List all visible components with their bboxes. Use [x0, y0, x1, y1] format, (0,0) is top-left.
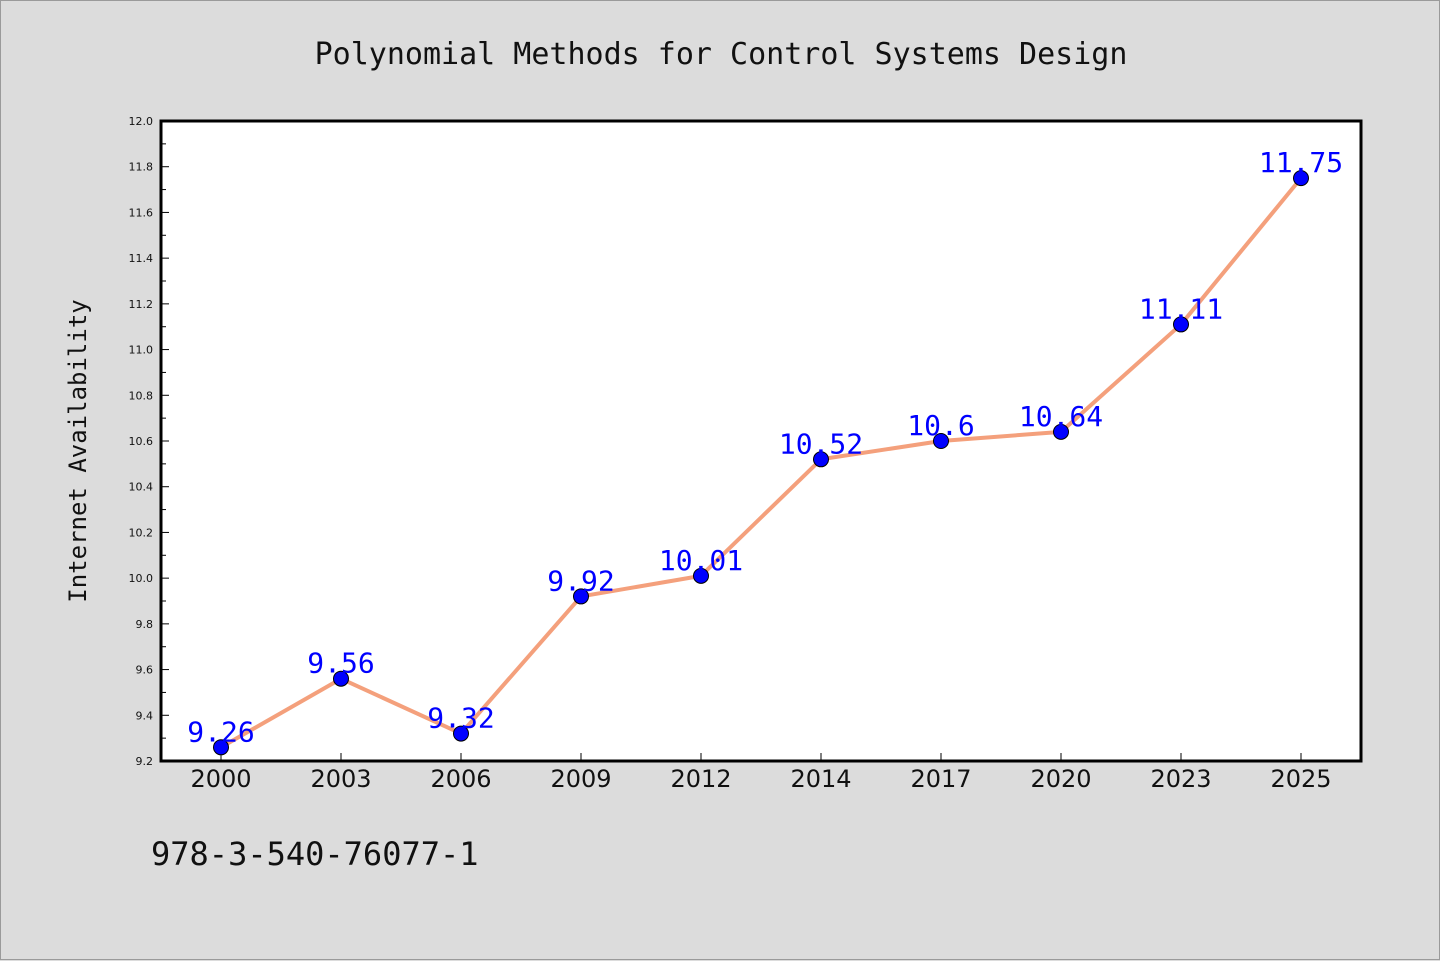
data-point: [213, 739, 229, 756]
plot-area: [159, 119, 1363, 763]
data-label: 9.26: [187, 715, 254, 748]
data-label: 10.01: [659, 544, 743, 577]
data-label: 10.64: [1019, 400, 1103, 433]
x-axis-ticks: 2000 2003 2006 2009 2012 2014 2017 2020 2023 2025: [190, 753, 1332, 793]
y-tick-label: 9.8: [136, 618, 154, 631]
data-point: [813, 451, 829, 468]
data-label: 9.32: [427, 702, 494, 735]
y-tick-label: 11.2: [129, 298, 154, 311]
data-point: [693, 567, 709, 584]
data-label: 10.52: [779, 427, 863, 460]
data-point: [933, 433, 949, 449]
y-tick-label: 10.6: [129, 435, 154, 448]
x-tick-label: 2017: [910, 765, 971, 793]
isbn-footer: 978-3-540-76077-1: [151, 835, 479, 873]
y-tick-label: 11.4: [129, 252, 154, 265]
data-point: [573, 588, 589, 605]
x-tick-label: 2014: [790, 765, 851, 793]
y-tick-label: 9.6: [136, 664, 154, 677]
y-tick-label: 12.0: [129, 115, 154, 128]
x-tick-label: 2020: [1030, 765, 1091, 793]
y-tick-label: 11.0: [129, 344, 154, 357]
series-group: 9.26 9.56 9.32 9.92 10.01 10.52 10.6 10.64 11.11…: [187, 146, 1343, 756]
y-tick-label: 11.6: [129, 206, 154, 219]
data-point: [1053, 423, 1069, 440]
x-tick-label: 2025: [1270, 765, 1331, 793]
data-point: [453, 725, 469, 742]
series-line: [220, 176, 1303, 750]
y-tick-label: 10.2: [129, 526, 154, 539]
y-axis-label: Internet Availability: [64, 299, 92, 602]
y-axis-ticks: 9.2 9.4 9.6 9.8 10.0 10.2 10.4 10.6 10.8 11.0 11.2…: [129, 115, 169, 768]
data-label: 11.11: [1139, 292, 1223, 325]
x-tick-label: 2003: [310, 765, 371, 793]
y-tick-label: 10.8: [129, 389, 154, 402]
data-point: [1293, 170, 1309, 187]
x-tick-label: 2009: [550, 765, 611, 793]
y-tick-label: 10.4: [129, 481, 154, 494]
x-tick-label: 2023: [1150, 765, 1211, 793]
y-tick-label: 11.8: [129, 161, 154, 174]
data-point: [1173, 316, 1189, 333]
data-label: 9.56: [307, 647, 374, 680]
data-label: 10.6: [907, 409, 974, 442]
data-label: 9.92: [547, 564, 614, 597]
x-tick-label: 2000: [190, 765, 251, 793]
data-point: [333, 670, 349, 687]
y-tick-label: 9.4: [136, 709, 154, 722]
y-tick-label: 9.2: [136, 755, 154, 768]
data-label: 11.75: [1259, 146, 1343, 179]
chart-title: Polynomial Methods for Control Systems D…: [315, 37, 1128, 72]
x-tick-label: 2006: [430, 765, 491, 793]
y-tick-label: 10.0: [129, 572, 154, 585]
x-tick-label: 2012: [670, 765, 731, 793]
